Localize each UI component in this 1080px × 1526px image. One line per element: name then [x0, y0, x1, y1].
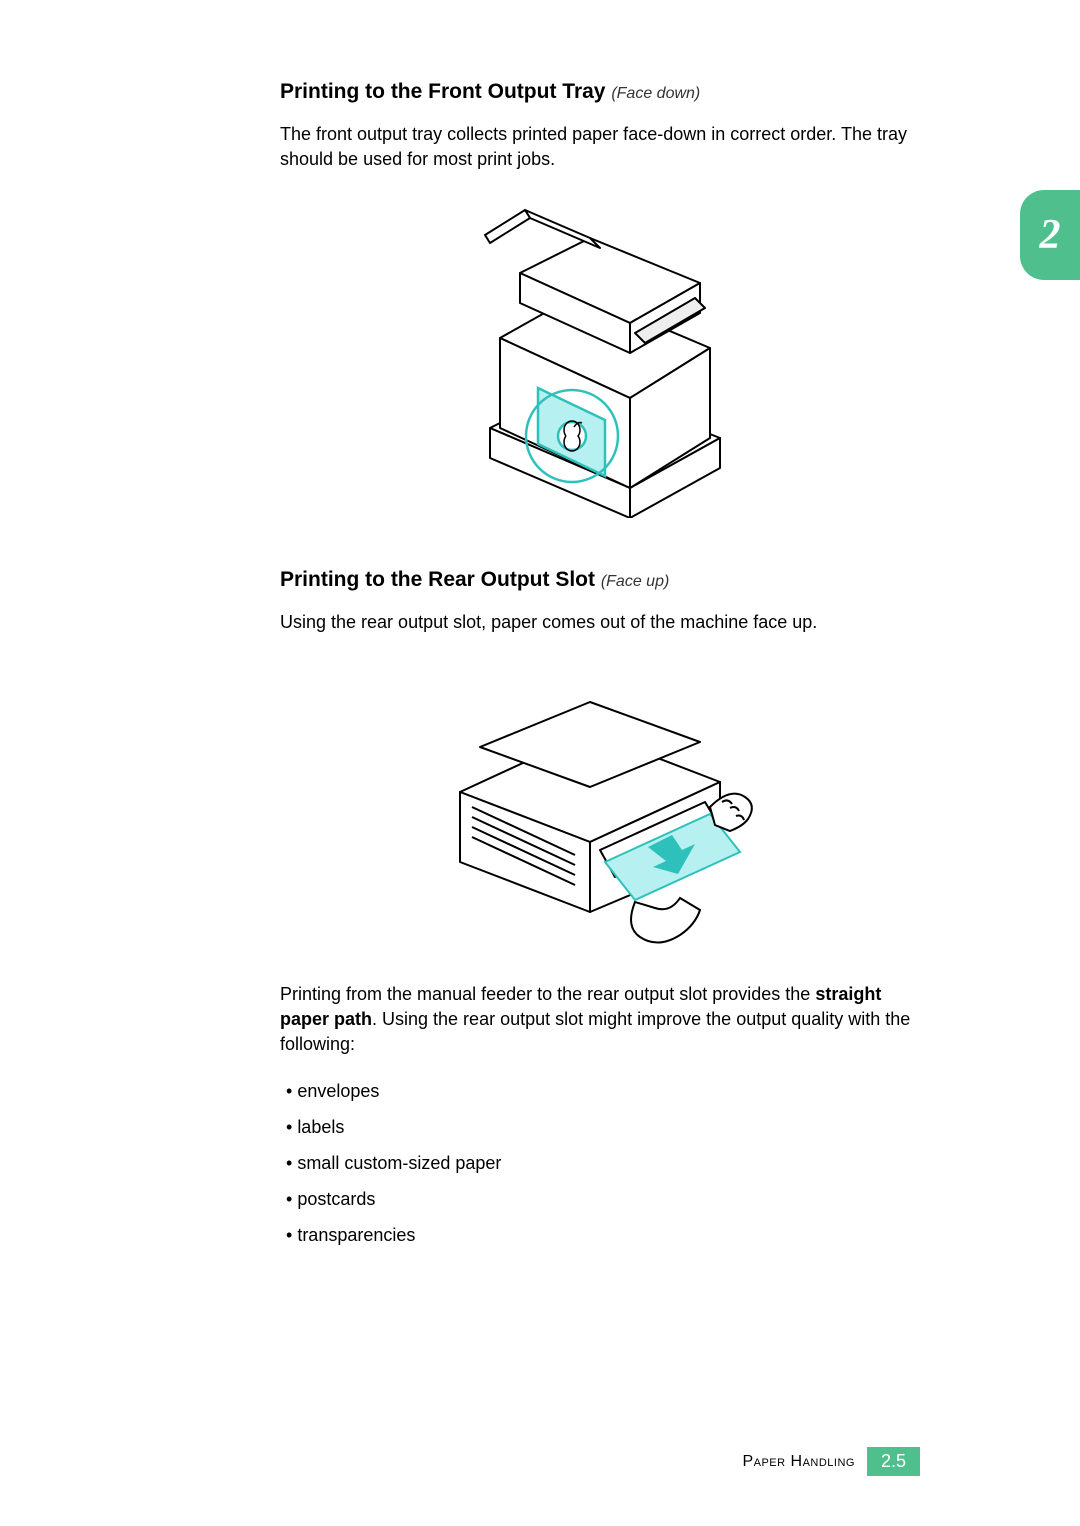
- footer-page-number: 2.5: [867, 1447, 920, 1476]
- list-item: envelopes: [286, 1073, 920, 1109]
- chapter-tab: 2: [1020, 190, 1080, 280]
- list-item: postcards: [286, 1181, 920, 1217]
- list-item: labels: [286, 1109, 920, 1145]
- page-footer: Paper Handling 2.5: [742, 1447, 920, 1476]
- heading-text: Printing to the Rear Output Slot: [280, 568, 595, 591]
- list-item: small custom-sized paper: [286, 1145, 920, 1181]
- section-heading-front-tray: Printing to the Front Output Tray (Face …: [280, 80, 920, 104]
- outro-before: Printing from the manual feeder to the r…: [280, 984, 815, 1004]
- paragraph-front-tray: The front output tray collects printed p…: [280, 122, 920, 172]
- heading-text: Printing to the Front Output Tray: [280, 80, 605, 103]
- media-type-list: envelopes labels small custom-sized pape…: [280, 1073, 920, 1253]
- paragraph-rear-outro: Printing from the manual feeder to the r…: [280, 982, 920, 1058]
- page-content: Printing to the Front Output Tray (Face …: [280, 80, 920, 1253]
- printer-front-illustration: [430, 188, 770, 518]
- list-item: transparencies: [286, 1217, 920, 1253]
- printer-rear-illustration: [410, 652, 790, 952]
- heading-annotation: (Face up): [601, 573, 669, 590]
- heading-annotation: (Face down): [611, 85, 700, 102]
- chapter-number: 2: [1040, 211, 1061, 259]
- section-heading-rear-slot: Printing to the Rear Output Slot (Face u…: [280, 568, 920, 592]
- paragraph-rear-intro: Using the rear output slot, paper comes …: [280, 610, 920, 635]
- footer-section-label: Paper Handling: [742, 1453, 855, 1471]
- outro-after: . Using the rear output slot might impro…: [280, 1009, 910, 1054]
